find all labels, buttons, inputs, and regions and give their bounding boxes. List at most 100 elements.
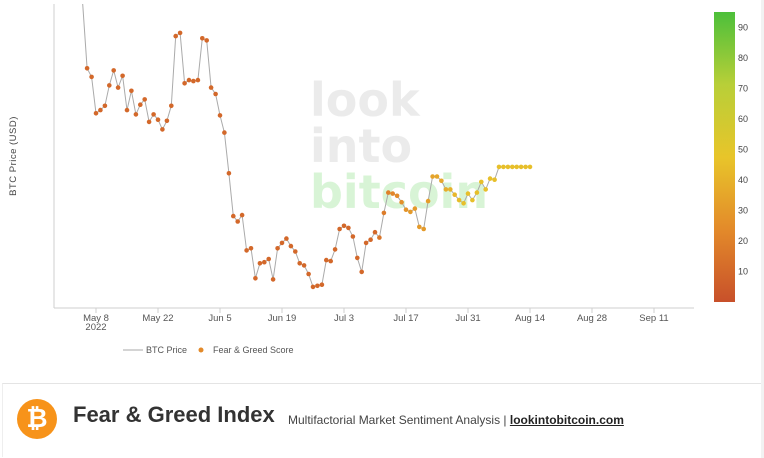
fear-greed-point[interactable] [518,164,524,170]
fear-greed-point[interactable] [425,198,431,204]
fear-greed-point[interactable] [430,174,435,179]
fear-greed-point[interactable] [461,201,466,206]
fear-greed-point[interactable] [496,164,502,170]
fear-greed-point[interactable] [111,68,116,73]
fear-greed-point[interactable] [470,197,475,203]
fear-greed-point[interactable] [527,164,533,170]
fear-greed-point[interactable] [492,177,497,182]
fear-greed-point[interactable] [434,174,440,179]
fear-greed-point[interactable] [204,38,209,43]
fear-greed-point[interactable] [208,85,214,90]
fear-greed-point[interactable] [421,226,427,232]
fear-greed-point[interactable] [297,261,303,266]
fear-greed-point[interactable] [217,113,223,118]
fear-greed-point[interactable] [386,190,391,195]
fear-greed-point[interactable] [226,171,232,176]
fear-greed-point[interactable] [403,207,409,212]
fear-greed-point[interactable] [231,213,236,219]
fear-greed-point[interactable] [222,130,227,135]
fear-greed-point[interactable] [377,235,382,240]
fear-greed-point[interactable] [306,271,311,277]
fear-greed-point[interactable] [465,191,471,196]
fear-greed-point[interactable] [332,247,338,252]
fear-greed-point[interactable] [279,240,285,246]
fear-greed-point[interactable] [412,206,418,211]
fear-greed-point[interactable] [186,77,192,83]
fear-greed-point[interactable] [266,256,272,262]
fear-greed-point[interactable] [288,243,294,249]
fear-greed-point[interactable] [138,102,143,107]
fear-greed-point[interactable] [439,178,444,184]
fear-greed-point[interactable] [124,107,130,113]
fear-greed-point[interactable] [501,164,506,170]
fear-greed-point[interactable] [346,225,351,231]
fear-greed-point[interactable] [235,219,240,224]
fear-greed-point[interactable] [510,164,515,170]
fear-greed-point[interactable] [213,91,218,97]
fear-greed-point[interactable] [452,192,458,197]
fear-greed-point[interactable] [89,74,94,80]
fear-greed-point[interactable] [487,176,493,181]
fear-greed-point[interactable] [244,248,249,253]
fear-greed-point[interactable] [257,261,263,266]
fear-greed-point[interactable] [262,259,267,265]
fear-greed-point[interactable] [200,36,205,41]
fear-greed-point[interactable] [120,73,125,79]
fear-greed-point[interactable] [182,81,187,86]
fear-greed-point[interactable] [169,103,174,109]
fear-greed-point[interactable] [129,88,134,94]
fear-greed-point[interactable] [363,240,369,246]
fear-greed-point[interactable] [359,269,365,275]
fear-greed-point[interactable] [390,191,396,196]
fear-greed-point[interactable] [275,246,280,251]
fear-greed-point[interactable] [93,111,99,116]
fear-greed-point[interactable] [399,199,404,205]
fear-greed-point[interactable] [505,164,511,170]
fear-greed-point[interactable] [315,283,320,289]
fear-greed-point[interactable] [514,164,519,170]
fear-greed-point[interactable] [372,229,378,235]
fear-greed-point[interactable] [107,83,112,88]
fear-greed-point[interactable] [474,190,480,195]
fear-greed-point[interactable] [102,103,108,109]
fear-greed-point[interactable] [523,164,528,170]
fear-greed-point[interactable] [98,107,103,113]
fear-greed-point[interactable] [155,117,161,122]
fear-greed-point[interactable] [479,179,484,185]
legend-btc-price[interactable]: BTC Price [146,345,187,355]
fear-greed-point[interactable] [173,33,178,39]
fear-greed-point[interactable] [381,210,387,216]
fear-greed-point[interactable] [293,249,298,254]
fear-greed-point[interactable] [253,276,258,281]
fear-greed-point[interactable] [350,234,356,239]
fear-greed-point[interactable] [270,277,276,282]
legend[interactable]: BTC Price Fear & Greed Score [123,345,294,355]
fear-greed-point[interactable] [164,118,170,124]
fear-greed-point[interactable] [195,77,201,83]
fear-greed-point[interactable] [115,85,121,90]
fear-greed-point[interactable] [443,187,449,192]
legend-fear-greed[interactable]: Fear & Greed Score [213,345,294,355]
fear-greed-point[interactable] [146,119,152,125]
fear-greed-point[interactable] [310,284,316,290]
fear-greed-point[interactable] [160,127,165,132]
fear-greed-point[interactable] [394,193,400,199]
fear-greed-point[interactable] [191,78,196,84]
lookintobitcoin-link[interactable]: lookintobitcoin.com [509,413,624,427]
fear-greed-point[interactable] [142,97,147,102]
fear-greed-point[interactable] [319,282,325,288]
fear-greed-point[interactable] [284,236,289,241]
fear-greed-point[interactable] [368,237,373,242]
fear-greed-point[interactable] [456,197,462,203]
fear-greed-point[interactable] [328,258,334,264]
fear-greed-point[interactable] [324,257,329,263]
fear-greed-point[interactable] [133,112,139,117]
fear-greed-point[interactable] [408,209,413,215]
fear-greed-point[interactable] [84,66,90,71]
fear-greed-point[interactable] [151,112,156,117]
fear-greed-point[interactable] [483,187,489,192]
fear-greed-point[interactable] [417,224,422,230]
fear-greed-point[interactable] [301,263,307,268]
fear-greed-point[interactable] [239,212,245,218]
fear-greed-point[interactable] [355,255,360,261]
